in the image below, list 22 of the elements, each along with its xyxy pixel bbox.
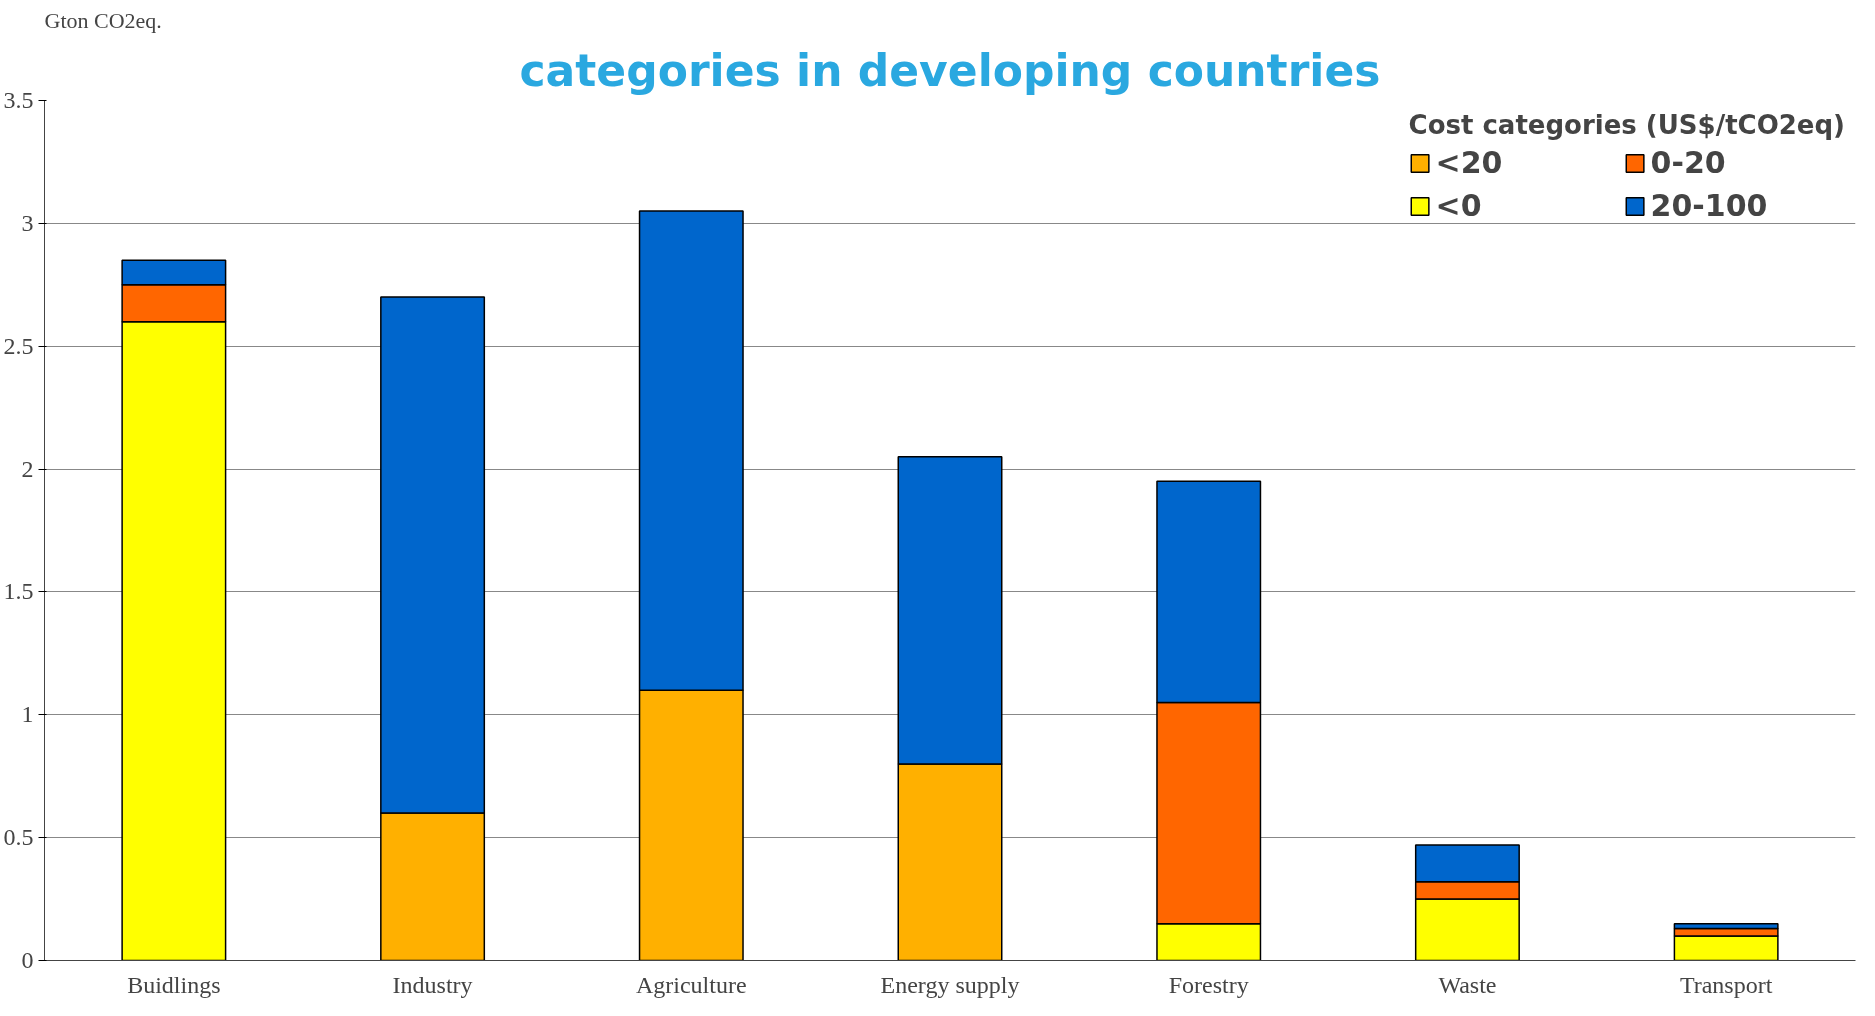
y-tick-label: 0 [21, 947, 34, 973]
x-tick-label: Transport [1679, 971, 1773, 998]
x-tick-label: Forestry [1168, 971, 1249, 998]
y-tick-label: 2 [21, 455, 34, 482]
x-tick-label: Waste [1438, 971, 1497, 998]
chart-title: categories in developing countries [519, 44, 1381, 96]
legend-label: 20-100 [1650, 188, 1769, 223]
legend-title: Cost categories (US$/tCO2eq) [1408, 110, 1845, 140]
legend-label: <20 [1435, 145, 1504, 180]
y-axis-title: Gton CO2eq. [44, 7, 162, 33]
x-tick-label: Industry [392, 971, 473, 998]
x-tick-label: Energy supply [880, 971, 1020, 998]
y-tick-label: 3.5 [3, 87, 34, 113]
x-tick-label: Buidlings [127, 971, 221, 998]
y-tick-label: 1 [21, 701, 34, 728]
legend-label: 0-20 [1650, 145, 1727, 180]
x-tick-label: Agriculture [635, 971, 747, 998]
legend-label: <0 [1435, 188, 1483, 223]
y-tick-label: 2.5 [3, 332, 34, 359]
y-tick-label: 0.5 [3, 824, 34, 851]
y-tick-label: 3 [21, 209, 34, 236]
y-tick-label: 1.5 [3, 578, 34, 605]
